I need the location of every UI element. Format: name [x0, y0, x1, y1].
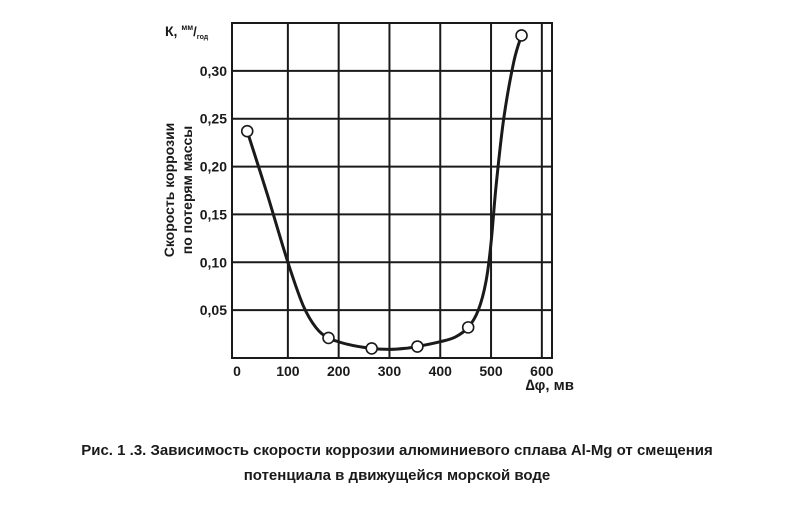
figure-caption-line1: Рис. 1 .3. Зависимость скорости коррозии…	[81, 442, 713, 459]
data-point	[461, 321, 475, 334]
x-tick-label: 0	[233, 363, 241, 379]
y-tick-label: 0,10	[200, 254, 227, 270]
x-tick-label: 100	[276, 363, 300, 379]
data-point	[515, 29, 528, 42]
data-points	[240, 29, 528, 355]
y-axis-label-line1: Скорость коррозии	[161, 123, 177, 258]
grid	[232, 23, 552, 358]
y-tick-labels: 0,05 0,10 0,15 0,20 0,25 0,30	[200, 63, 227, 318]
y-tick-label: 0,20	[200, 159, 227, 175]
x-axis-label: ∆φ, мв	[525, 377, 574, 394]
x-tick-label: 400	[429, 363, 453, 379]
y-axis-unit: К, мм/год	[165, 23, 209, 41]
x-tick-label: 500	[479, 363, 503, 379]
chart: 0 100 200 300 400 500 600 0,05 0,10 0,15 0,20 0,25…	[161, 22, 574, 394]
x-tick-label: 300	[378, 363, 402, 379]
y-tick-label: 0,05	[200, 302, 227, 318]
data-point	[240, 124, 254, 138]
x-tick-label: 200	[327, 363, 351, 379]
data-point	[365, 342, 378, 355]
y-tick-label: 0,30	[200, 63, 227, 79]
data-point	[322, 331, 335, 345]
figure-caption-line2: потенциала в движущейся морской воде	[243, 467, 551, 484]
y-tick-label: 0,15	[200, 206, 227, 222]
data-point	[411, 340, 424, 353]
plot-frame	[231, 22, 553, 359]
y-tick-label: 0,25	[200, 111, 227, 127]
y-axis-label-line2: по потерям массы	[179, 126, 195, 254]
x-tick-label: 600	[530, 363, 554, 379]
x-tick-labels: 0 100 200 300 400 500 600	[233, 363, 554, 379]
